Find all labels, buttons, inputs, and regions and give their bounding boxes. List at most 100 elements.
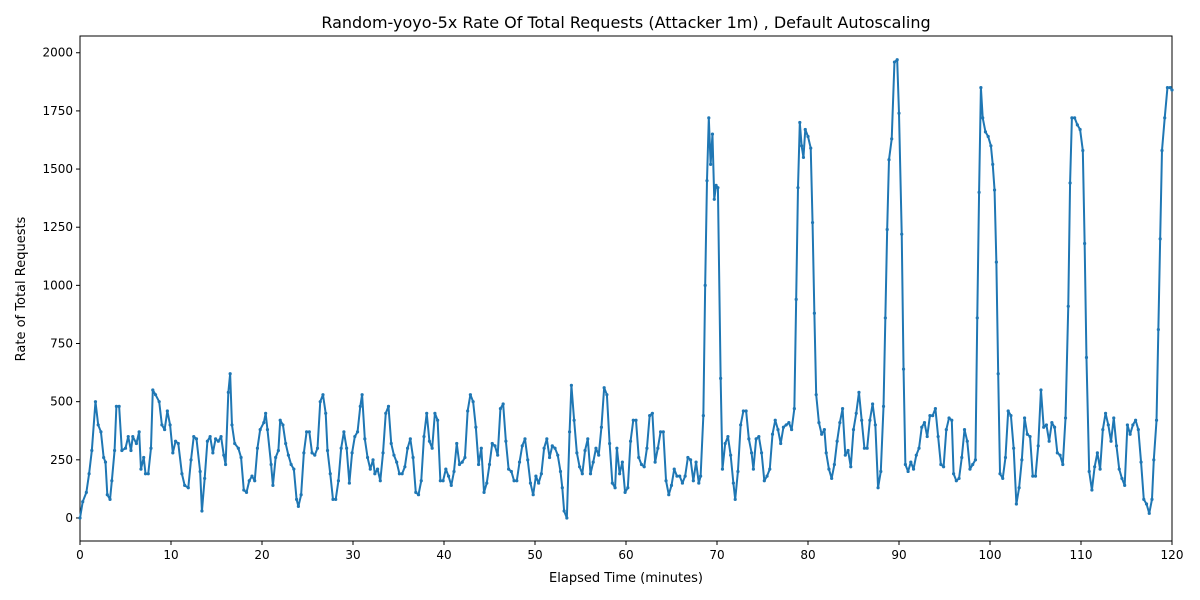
data-point (1134, 418, 1138, 422)
data-point (539, 472, 543, 476)
data-point (545, 437, 549, 441)
data-point (594, 446, 598, 450)
data-point (208, 434, 212, 439)
data-point (977, 190, 981, 194)
data-point (1154, 418, 1159, 422)
data-point (1095, 451, 1099, 455)
data-point (862, 446, 867, 450)
data-point (634, 418, 638, 422)
data-point (425, 411, 429, 415)
data-point (973, 458, 978, 462)
data-point (1144, 502, 1149, 506)
data-point (1022, 416, 1027, 420)
data-point (876, 486, 880, 490)
data-point (276, 448, 280, 453)
data-point (883, 316, 887, 320)
data-point (639, 462, 644, 467)
data-point (129, 448, 133, 453)
data-point (176, 441, 180, 446)
data-point (264, 411, 268, 415)
data-point (427, 439, 432, 443)
x-axis-label: Elapsed Time (minutes) (549, 571, 703, 586)
data-point (392, 453, 396, 457)
data-point (258, 427, 262, 432)
data-point (792, 407, 796, 411)
data-point (1109, 439, 1113, 443)
data-point (1020, 458, 1024, 462)
data-point (192, 434, 196, 439)
data-point (577, 465, 582, 469)
data-point (1131, 423, 1135, 427)
data-point (720, 467, 725, 471)
data-point (239, 455, 243, 460)
data-point (892, 60, 897, 64)
data-point (96, 423, 100, 427)
data-point (438, 479, 442, 483)
data-point (731, 481, 735, 485)
data-point (1036, 444, 1040, 448)
data-point (773, 418, 777, 422)
data-point (493, 444, 497, 448)
data-point (93, 400, 98, 404)
data-point (501, 402, 505, 406)
x-tick-label: 100 (979, 548, 1002, 562)
data-point (504, 439, 508, 443)
data-point (203, 476, 207, 481)
data-point (648, 414, 652, 418)
data-point (542, 446, 546, 450)
data-point (857, 390, 861, 394)
data-point (925, 434, 929, 439)
data-point (321, 393, 325, 397)
data-point (628, 439, 633, 443)
data-point (941, 465, 946, 469)
data-point (741, 409, 745, 413)
data-point (960, 455, 964, 460)
data-point (562, 509, 566, 513)
data-point (865, 446, 869, 450)
data-point (228, 372, 232, 376)
data-point (143, 472, 148, 476)
data-point (885, 227, 889, 232)
x-tick-label: 20 (254, 548, 269, 562)
data-point (824, 451, 828, 455)
data-point (613, 486, 617, 490)
data-point (650, 411, 654, 415)
data-point (814, 393, 818, 397)
data-point (968, 467, 972, 471)
data-point (1117, 467, 1121, 471)
data-point (939, 462, 943, 467)
data-point (466, 409, 470, 413)
data-point (313, 453, 317, 457)
data-point (205, 439, 209, 443)
data-point (547, 455, 552, 460)
data-point (710, 132, 715, 136)
data-point (736, 469, 740, 474)
data-point (1163, 116, 1167, 120)
data-point (820, 432, 824, 436)
data-point (171, 451, 175, 455)
data-point (664, 479, 668, 483)
data-point (744, 409, 748, 413)
data-point (474, 425, 478, 429)
data-point (1147, 511, 1151, 515)
data-point (1090, 488, 1094, 492)
data-point (765, 474, 769, 478)
data-point (989, 144, 993, 148)
data-point (318, 400, 322, 404)
data-point (165, 409, 169, 413)
data-point (487, 462, 492, 467)
data-point (512, 479, 516, 483)
data-point (1150, 497, 1154, 501)
data-point (134, 441, 139, 446)
data-point (575, 451, 579, 455)
x-tick-label: 50 (527, 548, 542, 562)
data-point (194, 437, 199, 441)
data-point (556, 453, 560, 457)
data-point (873, 423, 877, 427)
data-point (213, 437, 218, 441)
data-point (1068, 181, 1072, 185)
data-point (776, 427, 780, 432)
data-point (137, 430, 141, 434)
chart-title: Random-yoyo-5x Rate Of Total Requests (A… (321, 13, 930, 32)
y-tick-label: 500 (50, 395, 73, 409)
